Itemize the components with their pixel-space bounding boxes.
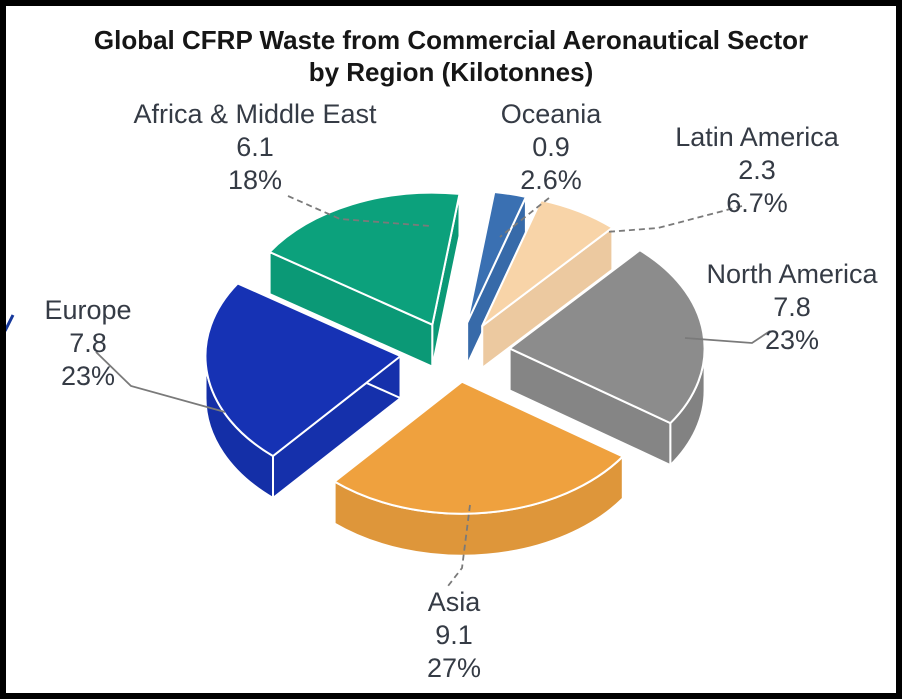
slice-percent: 18% (227, 165, 283, 195)
slice-percent: 27% (426, 653, 482, 683)
pie-3d-svg (6, 191, 771, 587)
pie-slice-oceania (466, 191, 527, 324)
chart-title-line2: by Region (Kilotonnes) (308, 57, 594, 87)
slice-label-north-america: North America 7.8 23% (706, 258, 877, 357)
slice-value: 7.8 (773, 292, 811, 322)
slice-name: Asia (427, 587, 481, 617)
slice-label-africa-middle-east: Africa & Middle East 6.1 18% (133, 98, 376, 197)
slice-value: 6.1 (236, 132, 274, 162)
slice-percent: 2.6% (520, 165, 582, 195)
slice-value: 7.8 (69, 328, 107, 358)
pie-slice-latin-america (481, 199, 614, 327)
slice-name: Latin America (675, 122, 839, 152)
slice-name: North America (706, 259, 878, 289)
pie-slice-north-america (508, 249, 706, 425)
slice-percent: 6.7% (726, 188, 788, 218)
slice-name: Africa & Middle East (133, 99, 377, 129)
slice-name: Oceania (500, 99, 602, 129)
chart-title: Global CFRP Waste from Commercial Aerona… (6, 24, 896, 88)
slice-label-asia: Asia 9.1 27% (427, 586, 481, 685)
pie-slice-europe (204, 282, 402, 457)
slice-name: Europe (44, 295, 132, 325)
slice-label-oceania: Oceania 0.9 2.6% (501, 98, 602, 197)
pie-slice-africa-middle-east (268, 191, 461, 326)
leader-latin-america (605, 205, 743, 233)
chart-title-line1: Global CFRP Waste from Commercial Aerona… (93, 25, 809, 55)
slice-percent: 23% (60, 361, 116, 391)
pie-slice-asia (333, 380, 624, 515)
slice-value: 2.3 (738, 155, 776, 185)
stray-mark (6, 314, 15, 332)
leader-oceania (499, 197, 550, 238)
slice-percent: 23% (764, 325, 820, 355)
slice-label-europe: Europe 7.8 23% (44, 294, 131, 393)
leader-north-america (684, 330, 771, 344)
leader-asia (447, 504, 471, 587)
slice-label-latin-america: Latin America 2.3 6.7% (675, 121, 839, 220)
slice-value: 9.1 (435, 620, 473, 650)
slice-value: 0.9 (532, 132, 570, 162)
leader-europe (95, 351, 226, 413)
